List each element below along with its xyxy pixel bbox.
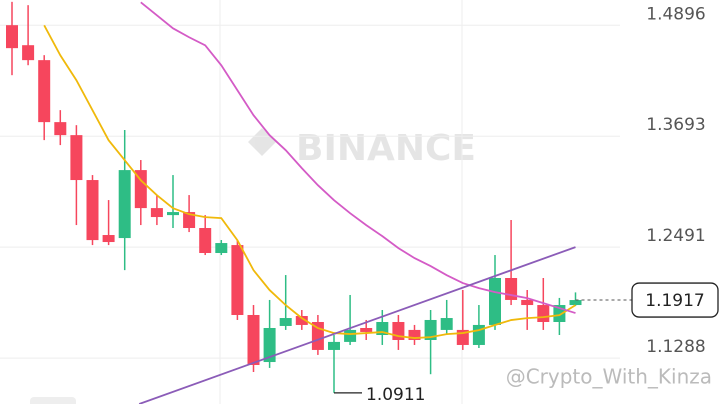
watermark-text: BINANCE [296, 128, 476, 169]
candle-body [54, 122, 67, 136]
candle-body [70, 135, 83, 181]
candle-body [247, 314, 260, 365]
candle-body [150, 208, 163, 218]
candle-body [199, 228, 212, 254]
candle-body [295, 316, 308, 325]
candle-body [569, 300, 582, 306]
candle-body [537, 305, 550, 323]
candle-body [134, 170, 147, 209]
candle-body [167, 212, 179, 216]
candle-body [344, 329, 357, 342]
candle-body [6, 25, 18, 49]
candle-body [86, 180, 99, 241]
decoration [30, 397, 76, 404]
candle-body [408, 329, 421, 340]
y-tick-label: 1.4896 [646, 4, 705, 24]
candle-body [489, 278, 501, 325]
credit: @Crypto_With_Kinza [506, 365, 712, 389]
candle-body [183, 212, 196, 229]
candle-body [521, 299, 534, 306]
candle-body [279, 318, 292, 326]
last-price-box [631, 282, 719, 318]
last-price-label: 1.1917 [645, 291, 704, 311]
candle-body [38, 60, 51, 123]
candle-body [118, 170, 131, 239]
candle-body [22, 45, 35, 61]
candle-body [424, 319, 437, 340]
watermark-logo [248, 128, 276, 156]
moving-average [140, 1, 576, 314]
trendline [138, 246, 576, 404]
candle-body [505, 278, 518, 300]
candle-body [231, 245, 244, 315]
watermark: BINANCE [248, 128, 476, 169]
low-annotation: 1.0911 [366, 385, 425, 404]
y-tick-label: 1.2491 [646, 226, 705, 246]
moving-average [43, 24, 576, 339]
y-tick-label: 1.1288 [646, 337, 705, 357]
candle-body [102, 235, 115, 243]
candle-body [215, 243, 228, 254]
candle-body [440, 318, 453, 330]
candle-body [328, 341, 340, 350]
y-tick-label: 1.3693 [646, 115, 705, 135]
candle-body [263, 327, 276, 363]
candle-body [360, 327, 373, 332]
